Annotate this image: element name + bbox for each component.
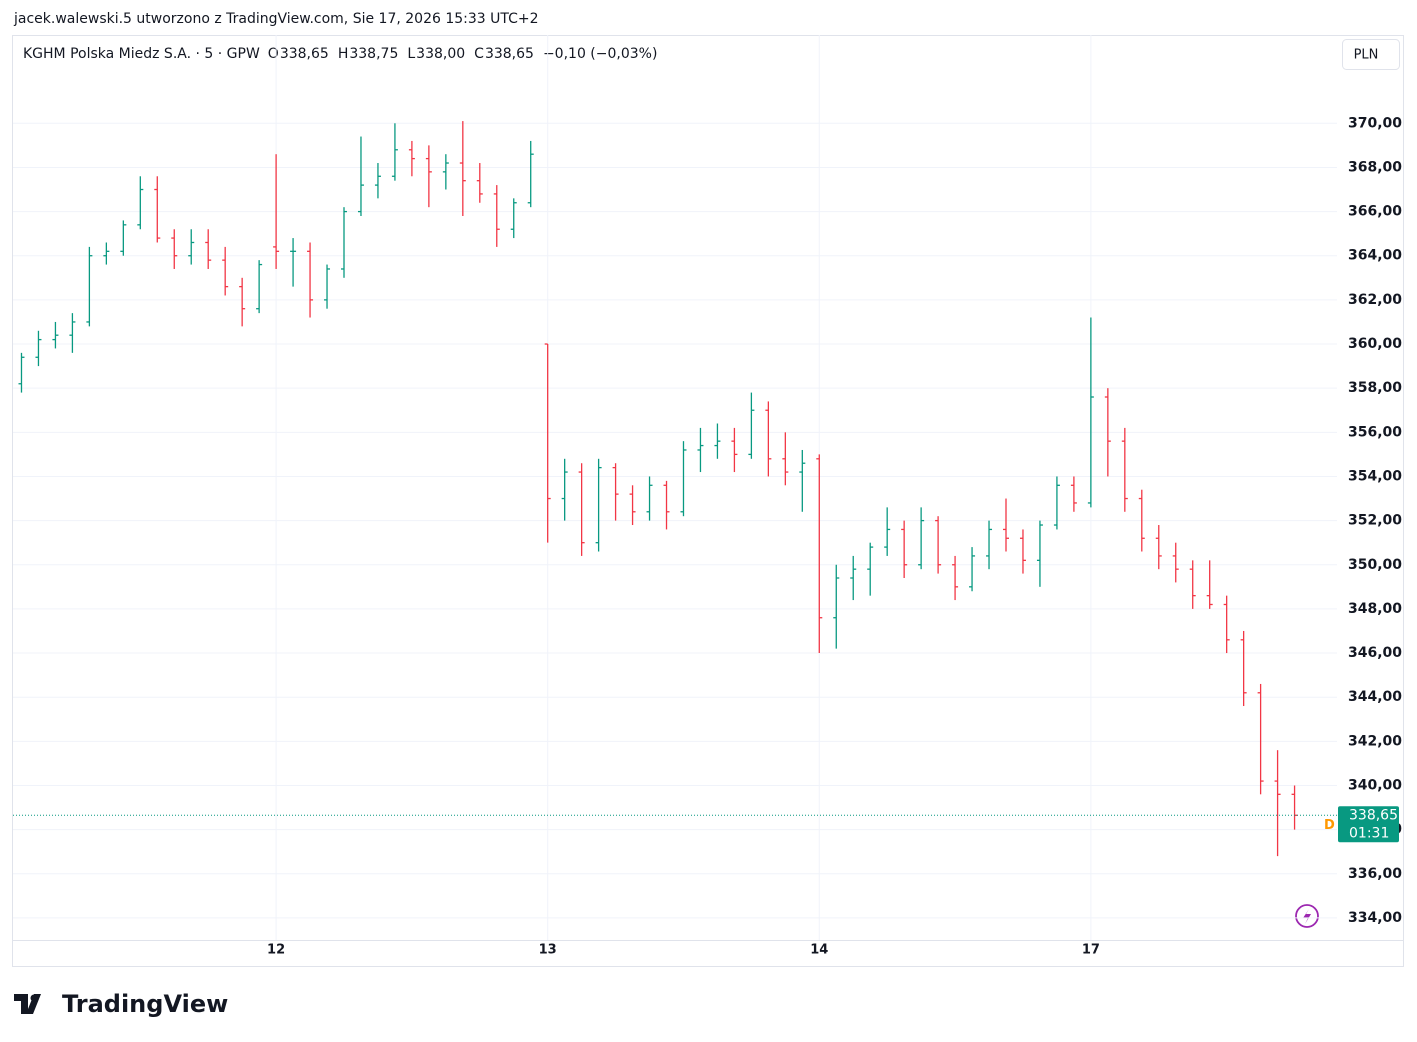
logo-dot (30, 994, 38, 1002)
y-tick-label: 358,00 (1348, 380, 1402, 396)
currency-button[interactable] (1342, 39, 1400, 70)
legend-text: 338,65 (280, 46, 329, 62)
countdown: 01:31 (1349, 825, 1389, 841)
x-tick-label: 17 (1082, 943, 1100, 958)
y-tick-label: 340,00 (1348, 777, 1402, 793)
alert-icon[interactable] (1295, 904, 1319, 928)
legend-text: C (474, 46, 484, 62)
y-tick-label: 366,00 (1348, 204, 1402, 220)
y-tick-label: 346,00 (1348, 645, 1402, 661)
y-tick-label: 348,00 (1348, 601, 1402, 617)
y-tick-label: 350,00 (1348, 557, 1402, 573)
logo: TradingView (14, 990, 228, 1018)
last-price-box (1338, 806, 1399, 843)
alert-bolt (1303, 909, 1311, 924)
y-tick-label: 360,00 (1348, 336, 1402, 352)
y-tick-label: 368,00 (1348, 159, 1402, 175)
legend-text: KGHM Polska Miedz S.A. · 5 · GPW (23, 46, 260, 62)
legend-text: H (338, 46, 349, 62)
legend-text: 338,75 (349, 46, 398, 62)
y-tick-label: 342,00 (1348, 733, 1402, 749)
legend-text: −0,10 (−0,03%) (543, 46, 657, 62)
logo-text: TradingView (62, 990, 228, 1018)
x-tick-label: 12 (267, 943, 285, 958)
legend-text: O (268, 46, 279, 62)
legend: KGHM Polska Miedz S.A. · 5 · GPW O 338,65 H… (23, 46, 657, 62)
session-marker: D (1324, 818, 1335, 833)
currency: PLN (1354, 48, 1379, 63)
y-tick-label: 334,00 (1348, 910, 1402, 926)
y-tick-label: 344,00 (1348, 689, 1402, 705)
y-tick-label: 362,00 (1348, 292, 1402, 308)
y-tick-label: 336,00 (1348, 866, 1402, 882)
y-tick-label: 354,00 (1348, 468, 1402, 484)
y-tick-label: 364,00 (1348, 248, 1402, 264)
credit: jacek.walewski.5 utworzono z TradingView… (13, 11, 539, 27)
last-price-label: 338,65 (1349, 807, 1398, 823)
legend-text: 338,65 (485, 46, 534, 62)
legend-text: 338,00 (416, 46, 465, 62)
x-tick-label: 13 (539, 943, 557, 958)
y-tick-label: 352,00 (1348, 513, 1402, 529)
x-tick-label: 14 (810, 943, 828, 958)
frame (12, 35, 1404, 967)
y-tick-label: 356,00 (1348, 424, 1402, 440)
legend-text: L (407, 46, 415, 62)
y-tick-label: 370,00 (1348, 115, 1402, 131)
